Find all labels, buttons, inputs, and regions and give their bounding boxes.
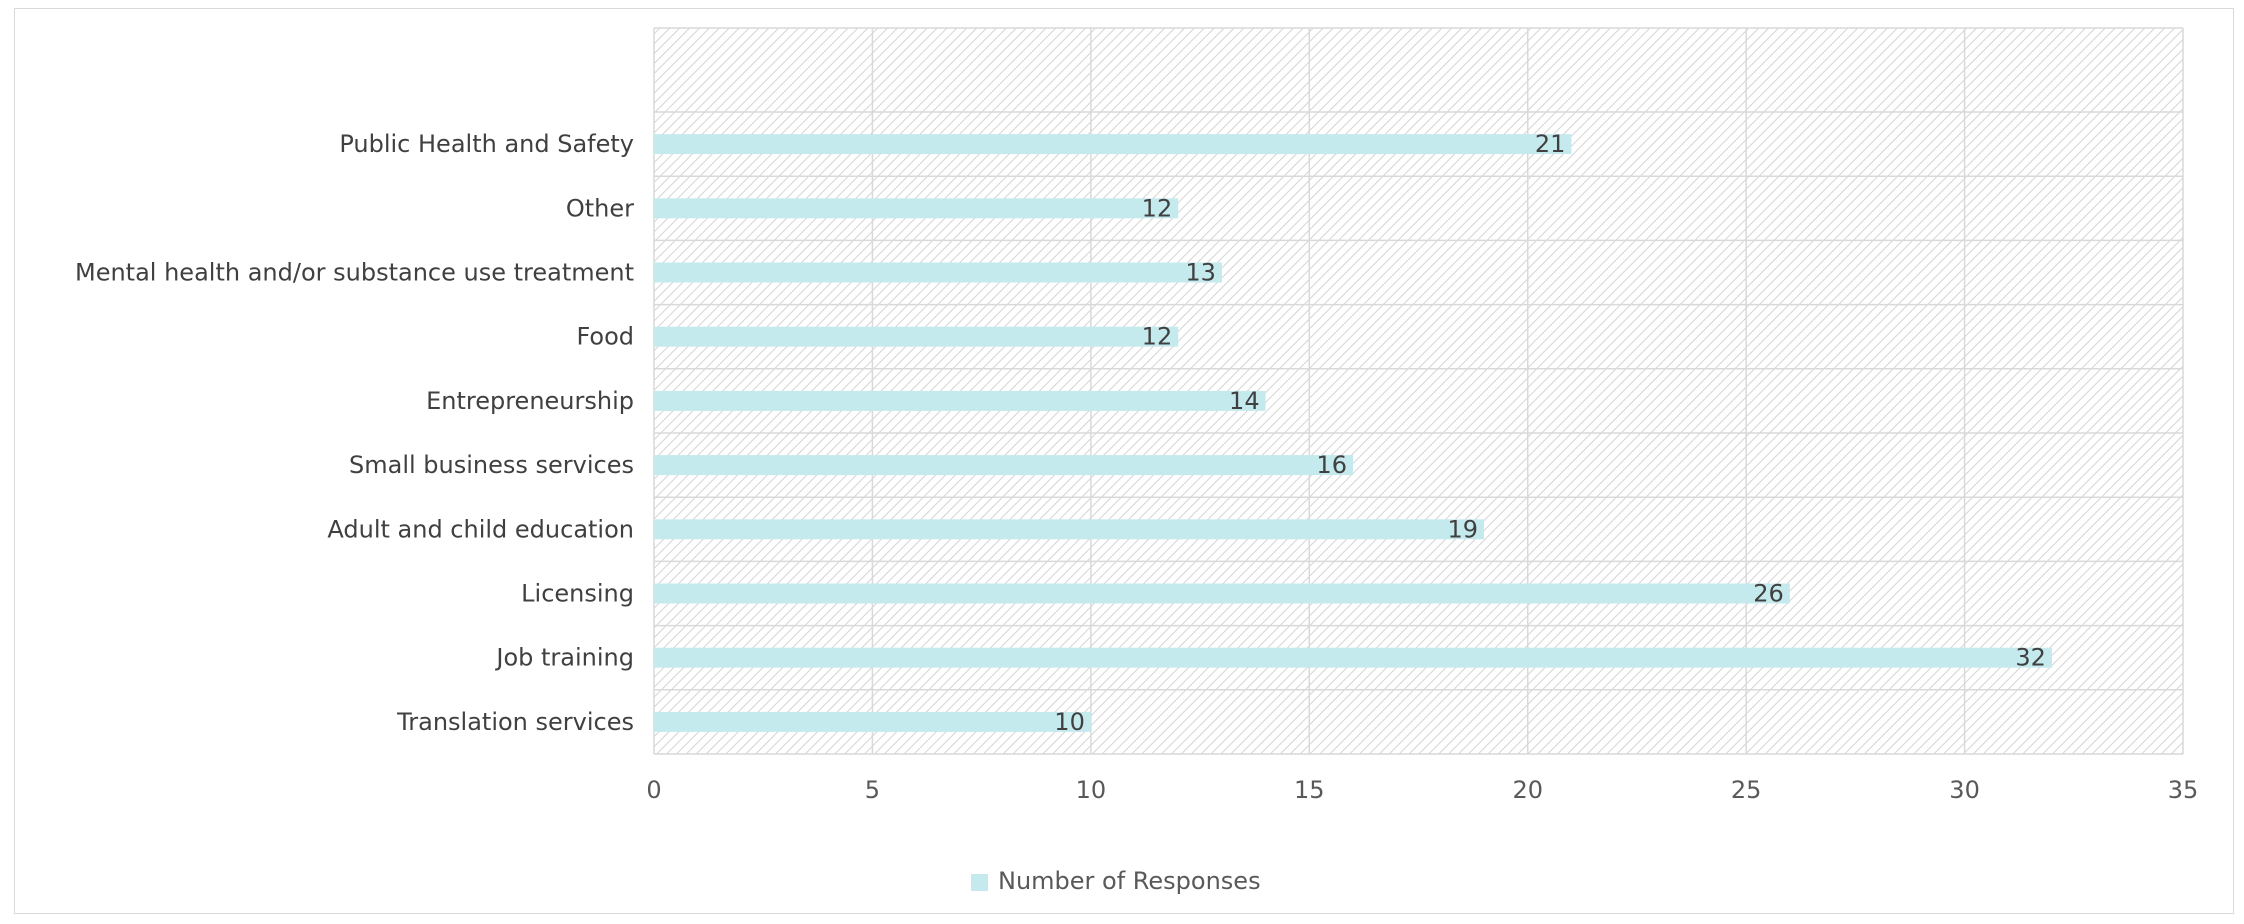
bar [654, 262, 1222, 283]
bar [654, 390, 1266, 411]
bar [654, 647, 2052, 668]
category-label: Mental health and/or substance use treat… [75, 259, 634, 287]
data-label: 10 [1054, 708, 1085, 736]
category-label: Public Health and Safety [339, 130, 634, 158]
x-tick-label: 0 [646, 776, 661, 804]
data-label: 32 [2015, 644, 2046, 672]
data-label: 26 [1753, 580, 1784, 608]
bar [654, 198, 1179, 219]
bar [654, 711, 1091, 732]
category-label: Entrepreneurship [426, 387, 634, 415]
data-label: 19 [1447, 515, 1478, 543]
bar [654, 326, 1179, 347]
x-tick-label: 5 [865, 776, 880, 804]
x-tick-label: 30 [1949, 776, 1980, 804]
category-label: Licensing [521, 580, 634, 608]
category-label: Food [576, 323, 634, 351]
bar [654, 583, 1790, 604]
chart-frame: 0 5 10 15 20 25 30 35 Public Health and Safety 21… [14, 8, 2234, 914]
data-label: 16 [1316, 451, 1347, 479]
category-label: Adult and child education [327, 515, 634, 543]
data-label: 12 [1142, 323, 1173, 351]
bar [654, 455, 1353, 476]
x-tick-label: 10 [1076, 776, 1107, 804]
bar [654, 134, 1572, 155]
category-label: Translation services [396, 708, 634, 736]
category-label: Other [566, 194, 634, 222]
x-tick-label: 25 [1731, 776, 1762, 804]
data-label: 13 [1185, 259, 1216, 287]
x-tick-label: 35 [2168, 776, 2199, 804]
data-label: 12 [1142, 194, 1173, 222]
legend-swatch [971, 874, 988, 891]
category-label: Small business services [349, 451, 634, 479]
x-tick-label: 20 [1512, 776, 1543, 804]
legend-label: Number of Responses [998, 867, 1261, 895]
bar [654, 519, 1485, 540]
category-label: Job training [494, 644, 634, 672]
bar-chart: 0 5 10 15 20 25 30 35 Public Health and Safety 21… [75, 27, 2199, 895]
x-tick-label: 15 [1294, 776, 1325, 804]
data-label: 21 [1535, 130, 1566, 158]
data-label: 14 [1229, 387, 1260, 415]
